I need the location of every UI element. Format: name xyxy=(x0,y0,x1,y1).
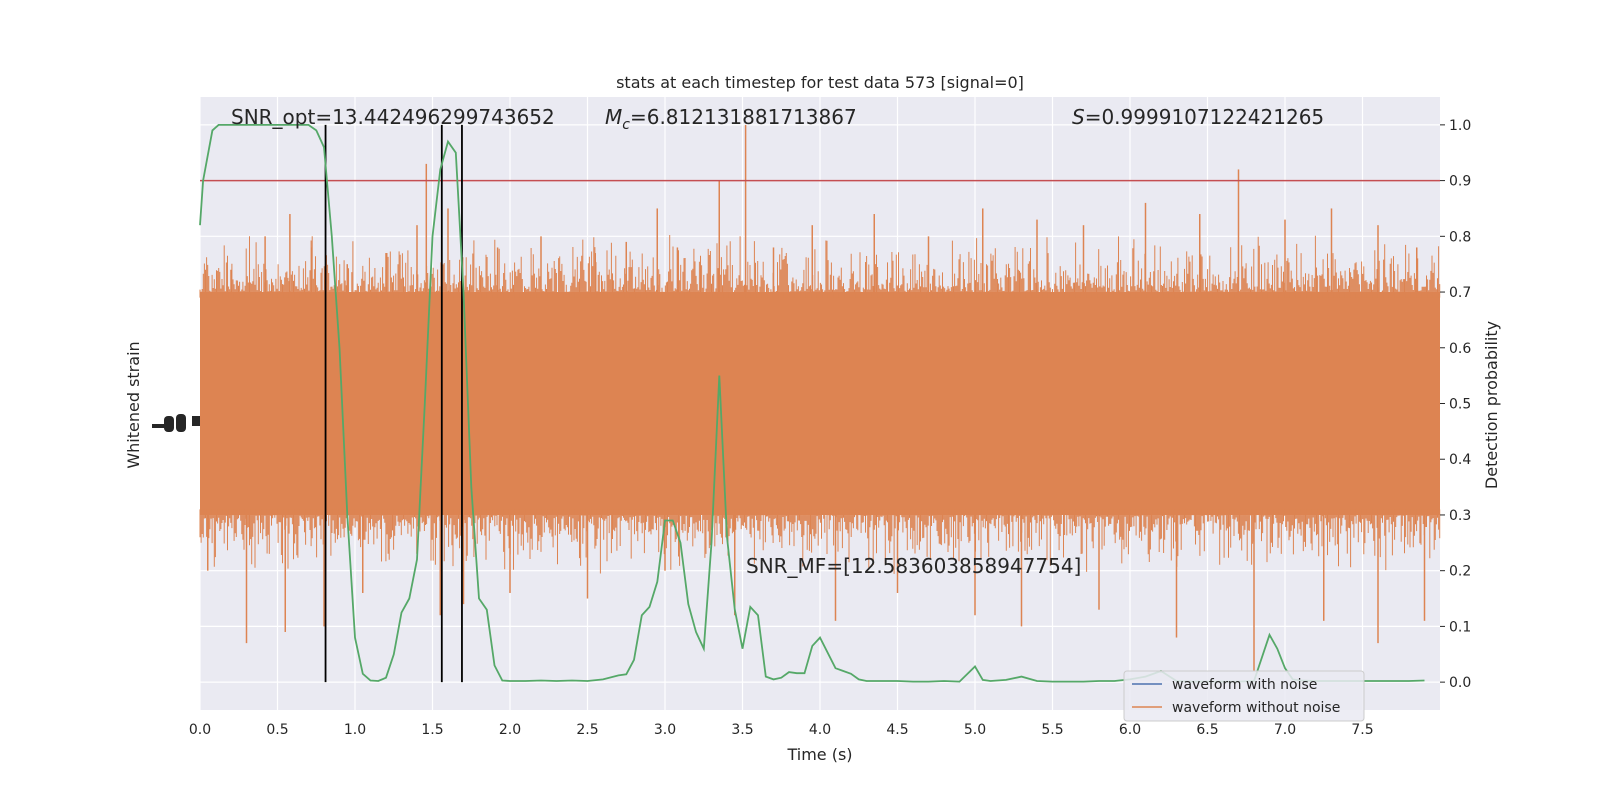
s-value: =0.9999107122421265 xyxy=(1085,105,1324,129)
x-ticks: 0.0 0.5 1.0 1.5 2.0 2.5 3.0 3.5 4.0 4.5 5.0 5.5 6.0 6… xyxy=(189,722,1374,738)
legend-entry-with-noise: waveform with noise xyxy=(1172,677,1317,693)
s-symbol: S xyxy=(1072,105,1085,129)
x-tick-label: 7.5 xyxy=(1351,722,1373,738)
y-tick-label: 0.3 xyxy=(1449,508,1471,524)
x-tick-label: 3.0 xyxy=(654,722,676,738)
y-axis-label-right: Detection probability xyxy=(1482,321,1501,489)
left-axis-mark xyxy=(164,416,174,432)
mc-symbol: M xyxy=(605,105,622,129)
annotation-snr-mf: SNR_MF=[12.583603858947754] xyxy=(746,554,1081,578)
legend: waveform with noise waveform without noi… xyxy=(1123,670,1365,722)
x-tick-label: 4.0 xyxy=(809,722,831,738)
y-tick-label: 0.2 xyxy=(1449,564,1471,580)
y-tick-label: 0.1 xyxy=(1449,619,1471,635)
chart-title: stats at each timestep for test data 573… xyxy=(616,73,1024,92)
y-axis-label-left: Whitened strain xyxy=(124,341,143,468)
strain-noise-lower xyxy=(199,509,1441,574)
legend-entry-without-noise: waveform without noise xyxy=(1172,700,1340,716)
strain-band xyxy=(199,124,1441,671)
x-tick-label: 2.0 xyxy=(499,722,521,738)
y-ticks-right: 0.0 0.1 0.2 0.3 0.4 0.5 0.6 0.7 0.8 0.9 1.0 xyxy=(1440,118,1471,691)
x-tick-label: 1.0 xyxy=(344,722,366,738)
x-tick-label: 1.5 xyxy=(421,722,443,738)
x-tick-label: 5.0 xyxy=(964,722,986,738)
left-axis-mark xyxy=(176,414,186,432)
x-tick-label: 0.5 xyxy=(266,722,288,738)
y-tick-label: 1.0 xyxy=(1449,118,1471,134)
x-tick-label: 5.5 xyxy=(1041,722,1063,738)
x-tick-label: 2.5 xyxy=(576,722,598,738)
x-axis-label: Time (s) xyxy=(786,745,852,764)
x-tick-label: 4.5 xyxy=(886,722,908,738)
x-tick-label: 6.0 xyxy=(1119,722,1141,738)
y-tick-label: 0.9 xyxy=(1449,174,1471,190)
left-axis-mark xyxy=(152,424,174,428)
x-tick-label: 0.0 xyxy=(189,722,211,738)
left-axis-mark xyxy=(192,416,200,426)
annotation-snr-opt: SNR_opt=13.442496299743652 xyxy=(231,105,555,129)
legend-box xyxy=(1123,670,1365,722)
strain-core xyxy=(200,292,1440,515)
x-tick-label: 6.5 xyxy=(1196,722,1218,738)
mc-subscript: c xyxy=(622,117,630,133)
left-axis-marks xyxy=(152,414,200,432)
y-tick-label: 0.6 xyxy=(1449,341,1471,357)
x-tick-label: 3.5 xyxy=(731,722,753,738)
annotation-s: S=0.9999107122421265 xyxy=(1072,105,1324,129)
y-tick-label: 0.0 xyxy=(1449,675,1471,691)
y-tick-label: 0.4 xyxy=(1449,452,1471,468)
y-tick-label: 0.7 xyxy=(1449,285,1471,301)
annotation-mc: Mc=6.812131881713867 xyxy=(605,105,857,133)
vertical-lines xyxy=(324,124,463,683)
y-tick-label: 0.8 xyxy=(1449,229,1471,245)
y-tick-label: 0.5 xyxy=(1449,397,1471,413)
x-tick-label: 7.0 xyxy=(1274,722,1296,738)
mc-value: =6.812131881713867 xyxy=(630,105,857,129)
strain-noise-upper xyxy=(199,235,1441,298)
